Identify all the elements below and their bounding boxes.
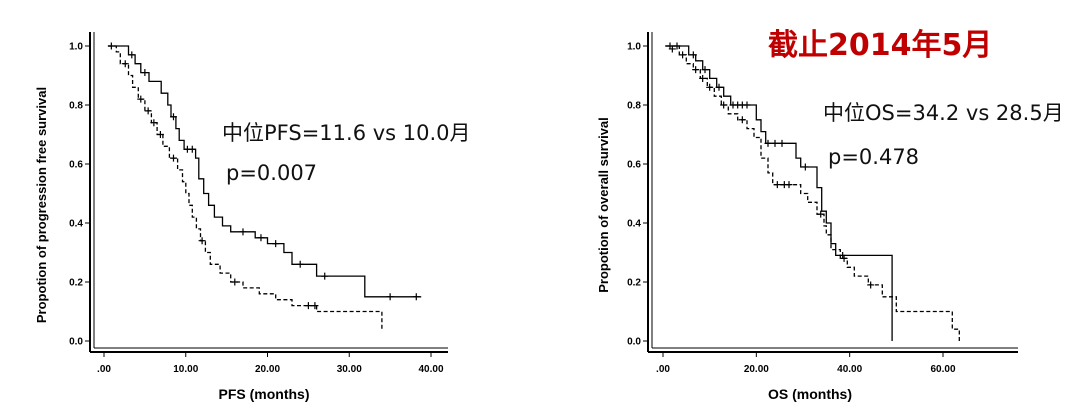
pfs-censor-mark	[121, 60, 129, 68]
pfs-censor-mark	[272, 240, 280, 248]
pfs-censor-mark	[128, 51, 136, 59]
os-y-tick-label: 1.0	[627, 42, 641, 53]
os-x-tick-label: 40.00	[837, 364, 862, 375]
pfs-censor-mark	[156, 131, 164, 138]
os-series	[665, 42, 960, 341]
os-x-axis-label: OS (months)	[768, 386, 852, 402]
pfs-x-tick-label: 20.00	[255, 364, 280, 375]
os-censor-mark	[692, 66, 700, 74]
pfs-y-tick-label: 0.4	[69, 219, 83, 230]
os-x-ticks: .00 20.00 40.00 60.00	[656, 352, 956, 375]
pfs-median-annotation: 中位PFS=11.6 vs 10.0月	[222, 121, 471, 145]
pfs-y-tick-label: 0.0	[69, 337, 83, 348]
os-censor-mark	[867, 281, 875, 289]
pfs-censor-mark	[141, 69, 149, 77]
os-censor-mark	[706, 83, 714, 91]
pfs-x-tick-label: 30.00	[337, 364, 362, 375]
os-censor-mark	[699, 74, 707, 82]
os-censor-mark	[720, 101, 728, 109]
os-censor-mark	[701, 66, 709, 74]
pfs-x-axis-label: PFS (months)	[219, 386, 310, 402]
os-y-ticks: 0.0 0.2 0.4 0.6 0.8 1.0	[627, 42, 648, 348]
pfs-curve-solid	[108, 45, 422, 298]
os-censor-mark	[715, 83, 723, 91]
os-chart: 0.0 0.2 0.4 0.6 0.8 1.0 .00 20.00 40.00 60.00 Pr…	[596, 32, 1064, 402]
pfs-censor-mark	[150, 119, 158, 127]
pfs-y-tick-label: 0.2	[69, 278, 83, 289]
pfs-censor-mark	[188, 145, 196, 153]
os-censor-mark	[668, 45, 676, 53]
os-x-tick-label: .00	[656, 364, 670, 375]
os-x-tick-label: 60.00	[930, 364, 955, 375]
os-median-annotation: 中位OS=34.2 vs 28.5月	[823, 101, 1064, 125]
os-y-tick-label: 0.2	[627, 278, 641, 289]
os-y-axis-label: Propotion of overall survival	[596, 117, 611, 293]
pfs-x-tick-label: 40.00	[418, 364, 443, 375]
os-y-tick-label: 0.4	[627, 219, 641, 230]
pfs-censor-mark	[169, 154, 177, 162]
pfs-series	[107, 42, 422, 330]
os-censor-mark	[689, 51, 697, 59]
pfs-y-tick-label: 0.8	[69, 101, 83, 112]
os-x-tick-label: 20.00	[744, 364, 769, 375]
pfs-y-tick-label: 1.0	[69, 42, 83, 53]
os-y-tick-label: 0.0	[627, 337, 641, 348]
os-censor-mark	[679, 51, 687, 59]
pfs-censor-mark	[386, 293, 394, 301]
os-censor-mark	[801, 163, 809, 171]
os-censor-mark	[743, 101, 751, 109]
os-y-tick-label: 0.6	[627, 160, 641, 171]
pfs-x-ticks: .00 10.00 20.00 30.00 40.00	[97, 352, 444, 375]
os-curve-dashed	[665, 45, 960, 341]
os-censor-mark	[771, 139, 779, 147]
pfs-censor-mark	[311, 302, 319, 310]
pfs-y-tick-label: 0.6	[69, 160, 83, 171]
pfs-censor-mark	[198, 237, 206, 245]
os-censor-mark	[840, 254, 848, 262]
os-axes	[647, 32, 1018, 353]
pfs-censor-mark	[296, 260, 304, 268]
pfs-p-value-annotation: p=0.007	[226, 161, 317, 185]
pfs-censor-mark	[239, 228, 247, 236]
pfs-y-ticks: 0.0 0.2 0.4 0.6 0.8 1.0	[69, 42, 90, 348]
os-censor-mark	[817, 210, 825, 218]
os-y-tick-label: 0.8	[627, 101, 641, 112]
pfs-censor-mark	[257, 234, 265, 242]
pfs-x-tick-label: .00	[97, 364, 111, 375]
os-censor-mark	[764, 139, 772, 147]
date-banner: 截止2014年5月	[768, 28, 992, 63]
pfs-censor-mark	[321, 272, 329, 280]
os-censor-mark	[778, 139, 786, 147]
os-censor-mark	[785, 181, 793, 189]
os-censor-mark	[773, 181, 781, 189]
os-curve-solid	[665, 45, 893, 341]
pfs-axes	[89, 32, 448, 353]
pfs-censor-mark	[137, 95, 145, 103]
pfs-censor-mark	[304, 302, 312, 310]
os-censor-mark	[738, 116, 746, 124]
pfs-censor-mark	[144, 107, 152, 115]
pfs-y-axis-label: Propotion of progression free survival	[34, 87, 49, 323]
os-p-value-annotation: p=0.478	[828, 145, 919, 169]
pfs-censor-mark	[412, 293, 420, 301]
pfs-curve-dashed	[108, 45, 383, 330]
pfs-chart: 0.0 0.2 0.4 0.6 0.8 1.0 .00 10.00 20.00 30.00 40.…	[34, 32, 471, 402]
pfs-x-tick-label: 10.00	[173, 364, 198, 375]
pfs-censor-mark	[169, 113, 177, 121]
pfs-censor-mark	[231, 278, 239, 286]
